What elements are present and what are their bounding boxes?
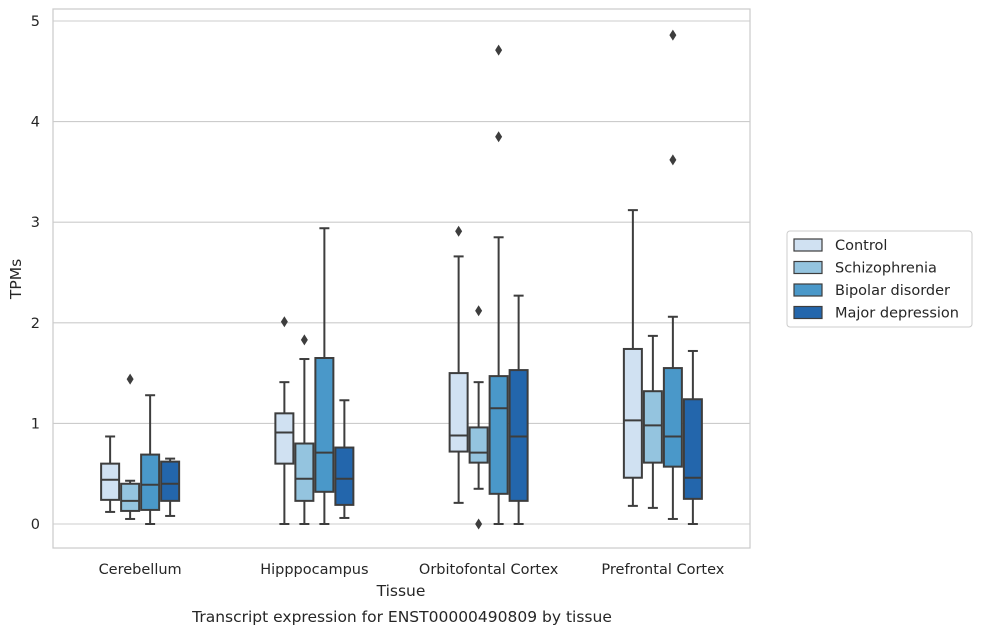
y-tick-label: 3 xyxy=(31,215,40,231)
box-control xyxy=(274,316,295,525)
x-axis-title: Tissue xyxy=(376,582,426,600)
box-body xyxy=(334,446,355,506)
box-body xyxy=(314,357,335,493)
box-control xyxy=(448,225,469,504)
legend-swatch xyxy=(793,283,823,297)
box-major-depression xyxy=(508,294,529,525)
box-body xyxy=(622,347,643,479)
legend-swatch xyxy=(793,238,823,252)
box-body xyxy=(160,460,181,502)
box-body xyxy=(682,398,703,500)
box-control xyxy=(100,435,121,513)
x-tick-label: Orbitofontal Cortex xyxy=(419,562,559,578)
box-groups xyxy=(100,29,703,530)
chart-caption: Transcript expression for ENST0000049080… xyxy=(191,608,612,626)
box-body xyxy=(120,482,141,512)
box-major-depression xyxy=(334,399,355,519)
y-tick-label: 4 xyxy=(31,115,40,131)
y-tick-label: 5 xyxy=(31,14,40,30)
box-bipolar-disorder xyxy=(314,227,335,525)
x-tick-labels: Cerebellum Hipppocampus Orbitofontal Corte… xyxy=(99,562,725,578)
x-tick-label: Hipppocampus xyxy=(260,562,368,578)
legend: Control Schizophrenia Bipolar disorder Majo… xyxy=(786,230,973,328)
box-major-depression xyxy=(682,349,703,525)
box-body xyxy=(294,442,315,502)
box-schizophrenia xyxy=(468,305,489,530)
box-bipolar-disorder xyxy=(662,29,683,520)
box-body xyxy=(488,375,509,495)
outlier-marker xyxy=(495,44,503,56)
outlier-marker xyxy=(669,29,677,41)
box-schizophrenia xyxy=(642,334,663,509)
legend-label: Control xyxy=(835,238,887,254)
box-schizophrenia xyxy=(294,334,315,525)
box-bipolar-disorder xyxy=(140,394,161,525)
box-body xyxy=(642,390,663,464)
outlier-marker xyxy=(495,131,503,143)
y-tick-labels: 0 1 2 3 4 5 xyxy=(31,14,40,533)
box-bipolar-disorder xyxy=(488,44,509,525)
outlier-marker xyxy=(280,316,288,328)
legend-label: Major depression xyxy=(835,306,959,322)
outlier-marker xyxy=(475,518,483,530)
box-body xyxy=(100,462,121,501)
outlier-marker xyxy=(126,373,134,385)
legend-swatch xyxy=(793,260,823,275)
box-body xyxy=(662,367,683,468)
outlier-marker xyxy=(475,305,483,317)
y-tick-label: 0 xyxy=(31,517,40,533)
box-schizophrenia xyxy=(120,373,141,520)
box-body xyxy=(508,369,529,502)
box-body xyxy=(448,372,469,453)
grid-lines xyxy=(53,20,750,525)
x-tick-label: Cerebellum xyxy=(99,562,182,578)
outlier-marker xyxy=(669,154,677,166)
outlier-marker xyxy=(300,334,308,346)
legend-swatch xyxy=(793,305,823,320)
outlier-marker xyxy=(455,225,463,237)
legend-frame xyxy=(786,230,973,328)
legend-label: Schizophrenia xyxy=(835,261,937,277)
box-major-depression xyxy=(160,457,181,517)
x-tick-label: Prefrontal Cortex xyxy=(601,562,724,578)
box-body xyxy=(468,426,489,464)
plot-frame xyxy=(52,8,751,549)
y-axis-title: TPMs xyxy=(7,259,25,300)
legend-label: Bipolar disorder xyxy=(835,283,950,299)
box-body xyxy=(140,453,161,511)
box-control xyxy=(622,209,643,507)
y-tick-label: 1 xyxy=(31,416,40,432)
y-tick-label: 2 xyxy=(31,316,40,332)
box-body xyxy=(274,412,295,465)
